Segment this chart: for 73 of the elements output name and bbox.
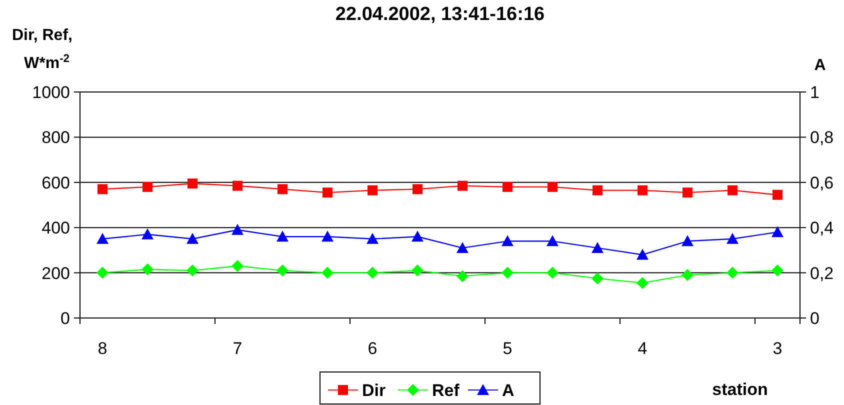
y2-tick-label: 0,6 [810, 173, 834, 192]
point [592, 272, 604, 284]
x-tick-label: 5 [502, 339, 512, 358]
point [772, 264, 784, 277]
y-tick-label: 800 [42, 128, 70, 148]
point [276, 230, 288, 242]
legend-label: Dir [362, 380, 386, 400]
point [98, 184, 108, 194]
x-tick-label: 3 [772, 339, 782, 358]
x-axis-title: station [712, 380, 768, 399]
point [412, 184, 422, 194]
point [412, 264, 424, 277]
point [682, 235, 694, 246]
y-tick-label: 600 [42, 173, 70, 192]
point [186, 264, 198, 277]
point [458, 180, 468, 191]
point [276, 264, 288, 277]
point [638, 185, 648, 196]
point [456, 242, 468, 253]
point [502, 266, 514, 279]
point [682, 269, 694, 282]
point [456, 270, 468, 282]
point [142, 263, 154, 276]
y2-tick-label: 1 [810, 82, 820, 102]
point [546, 266, 558, 279]
point [728, 185, 738, 196]
point [636, 248, 648, 260]
point [412, 230, 424, 242]
point [592, 242, 604, 253]
point [726, 232, 738, 244]
point [322, 188, 332, 198]
point [592, 185, 602, 196]
point [726, 266, 738, 279]
chart-title: 22.04.2002, 13:41-16:16 [335, 4, 545, 25]
point [636, 276, 648, 289]
point [142, 182, 152, 192]
point [142, 228, 154, 240]
point [682, 188, 692, 198]
y2-tick-label: 0 [810, 308, 820, 328]
y2-tick-label: 0,8 [810, 128, 834, 148]
point [366, 232, 378, 244]
point [188, 178, 198, 189]
x-tick-label: 7 [232, 339, 242, 358]
legend-label: A [502, 380, 514, 400]
point [232, 260, 244, 272]
point [186, 232, 198, 244]
legend-label: Ref [432, 380, 460, 400]
point [772, 226, 784, 238]
x-tick-label: 8 [98, 339, 108, 358]
y-tick-label: 400 [42, 218, 70, 238]
y-tick-label: 1000 [32, 82, 70, 102]
point [278, 184, 288, 194]
point [232, 180, 242, 191]
point [366, 266, 378, 279]
point [322, 266, 334, 279]
point [502, 182, 512, 192]
point [546, 235, 558, 246]
point [548, 182, 558, 192]
y-tick-label: 200 [42, 264, 70, 283]
x-tick-label: 6 [368, 339, 378, 358]
x-tick-label: 4 [638, 339, 648, 358]
point [322, 230, 334, 242]
point [96, 266, 108, 279]
point [502, 235, 514, 246]
point [368, 185, 378, 196]
point [96, 232, 108, 244]
point [232, 224, 244, 235]
y-tick-label: 0 [60, 308, 70, 328]
point [772, 190, 782, 200]
y2-tick-label: 0,2 [810, 264, 834, 283]
y2-axis-title: A [814, 57, 826, 74]
y-axis-title: Dir, Ref, W*m$^{-2}$ [12, 27, 72, 72]
y2-tick-label: 0,4 [810, 218, 834, 238]
